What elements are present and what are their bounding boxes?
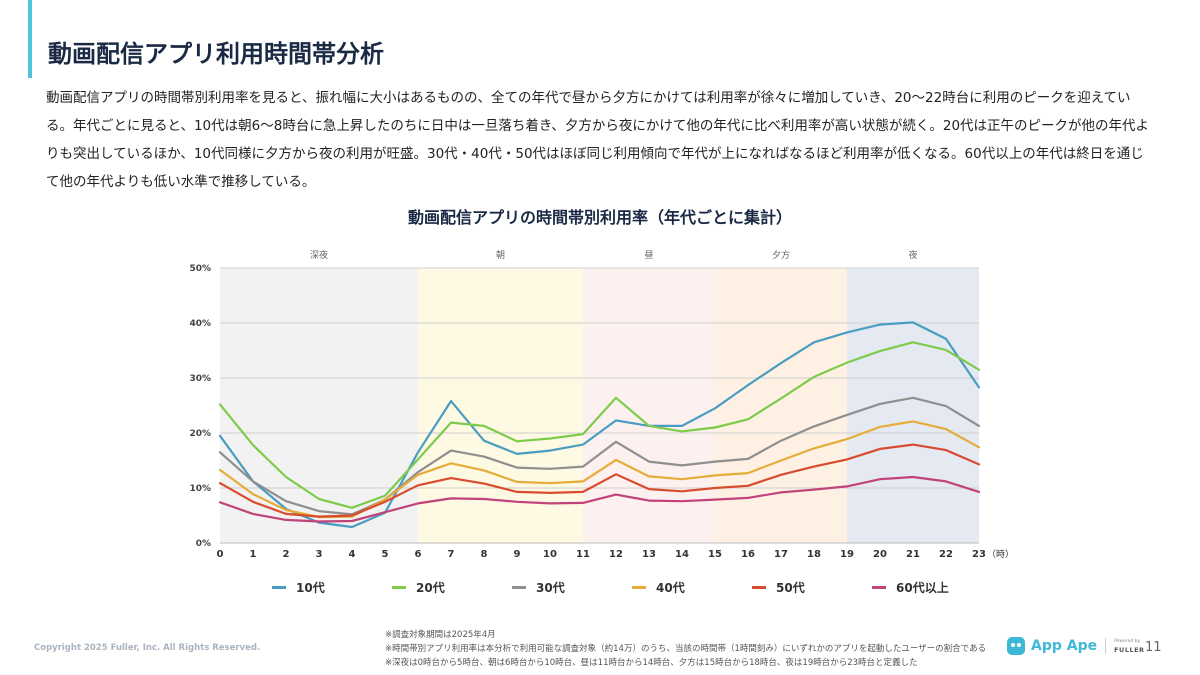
page-title: 動画配信アプリ利用時間帯分析 (48, 40, 384, 68)
app-ape-logo-icon (1007, 637, 1025, 655)
copyright: Copyright 2025 Fuller, Inc. All Rights R… (34, 643, 261, 653)
series-lines (218, 321, 981, 529)
x-tick-label: 18 (807, 549, 821, 560)
x-tick-label: 22 (939, 549, 953, 560)
x-tick-label: 10 (543, 549, 557, 560)
legend-label: 60代以上 (896, 581, 949, 595)
legend-swatch (392, 586, 406, 589)
page-description: 動画配信アプリの時間帯別利用率を見ると、振れ幅に大小はあるものの、全ての年代で昼… (46, 90, 1150, 190)
x-tick-label: 6 (415, 549, 422, 560)
x-tick-label: 23 (972, 549, 986, 560)
x-tick-label: 16 (741, 549, 755, 560)
chart-title: 動画配信アプリの時間帯別利用率（年代ごとに集計） (407, 208, 792, 227)
x-tick-label: 4 (349, 549, 356, 560)
band-label: 深夜 (310, 249, 328, 261)
series-line (218, 321, 981, 529)
powered-by-text: Powered by (1114, 639, 1141, 644)
band-label: 朝 (496, 250, 505, 261)
series-line (218, 443, 981, 518)
x-tick-label: 21 (906, 549, 920, 560)
x-tick-label: 1 (250, 549, 257, 560)
x-tick-label: 8 (481, 549, 488, 560)
time-band (583, 268, 715, 543)
x-tick-label: 17 (774, 549, 788, 560)
time-band (847, 268, 979, 543)
x-tick-label: 20 (873, 549, 887, 560)
legend-item: 50代 (752, 579, 805, 596)
time-band (220, 268, 418, 543)
time-bands: 深夜 朝 昼 夕方 夜 (220, 249, 979, 543)
x-tick-label: 13 (642, 549, 656, 560)
logo-text: App Ape (1031, 638, 1098, 654)
app-ape-logo: App Ape Powered by FULLER (1007, 637, 1145, 655)
x-tick-label: 9 (514, 549, 521, 560)
band-label: 昼 (644, 250, 653, 261)
y-tick-label: 20% (189, 429, 211, 439)
time-band (418, 268, 583, 543)
series-line (218, 396, 981, 516)
legend-swatch (872, 586, 886, 589)
legend-item: 20代 (392, 579, 445, 596)
legend-label: 20代 (416, 581, 445, 595)
logo-powered-by: Powered by FULLER (1114, 638, 1144, 654)
legend-label: 40代 (656, 581, 685, 595)
y-tick-label: 0% (196, 539, 211, 549)
legend-label: 50代 (776, 581, 805, 595)
x-axis-unit: （時） (987, 549, 1014, 560)
legend-swatch (752, 586, 766, 589)
time-band (715, 268, 847, 543)
footnote: ※深夜は0時台から5時台、朝は6時台から10時台、昼は11時台から14時台、夕方… (385, 658, 918, 668)
legend-swatch (272, 586, 286, 589)
legend-item: 40代 (632, 579, 685, 596)
x-tick-label: 14 (675, 549, 689, 560)
legend-swatch (512, 586, 526, 589)
x-tick-label: 12 (609, 549, 623, 560)
x-tick-label: 7 (448, 549, 455, 560)
y-tick-label: 50% (189, 264, 211, 274)
title-accent-bar (28, 0, 32, 78)
y-tick-label: 40% (189, 319, 211, 329)
x-tick-label: 2 (283, 549, 290, 560)
legend-item: 60代以上 (872, 579, 949, 596)
footnotes: ※調査対象期間は2025年4月 ※時間帯別アプリ利用率は本分析で利用可能な調査対… (385, 628, 986, 670)
x-tick-label: 19 (840, 549, 854, 560)
footnote: ※時間帯別アプリ利用率は本分析で利用可能な調査対象（約14万）のうち、当該の時間… (385, 644, 987, 654)
footnote: ※調査対象期間は2025年4月 (385, 630, 496, 640)
legend-swatch (632, 586, 646, 589)
page-number: 11 (1145, 640, 1162, 655)
legend-label: 30代 (536, 581, 565, 595)
legend-label: 10代 (296, 581, 325, 595)
legend-item: 10代 (272, 579, 325, 596)
axis-labels: 0%10%20%30%40%50%0 1 2 3 4 5 6 7 8 9 10 11 12 13 14 15 1… (189, 264, 1014, 560)
x-tick-label: 3 (316, 549, 323, 560)
logo-divider (1105, 638, 1107, 654)
series-line (218, 475, 981, 523)
x-tick-label: 0 (217, 549, 224, 560)
x-tick-label: 15 (708, 549, 722, 560)
band-label: 夕方 (772, 249, 790, 261)
legend-item: 30代 (512, 579, 565, 596)
fuller-text: FULLER (1114, 646, 1145, 654)
x-tick-label: 11 (576, 549, 590, 560)
band-label: 夜 (908, 249, 917, 261)
x-tick-label: 5 (382, 549, 389, 560)
y-tick-label: 10% (189, 484, 211, 494)
chart-legend: 10代 20代 30代 40代 50代 60代以上 (0, 579, 1200, 599)
y-tick-label: 30% (189, 374, 211, 384)
series-line (218, 341, 981, 509)
